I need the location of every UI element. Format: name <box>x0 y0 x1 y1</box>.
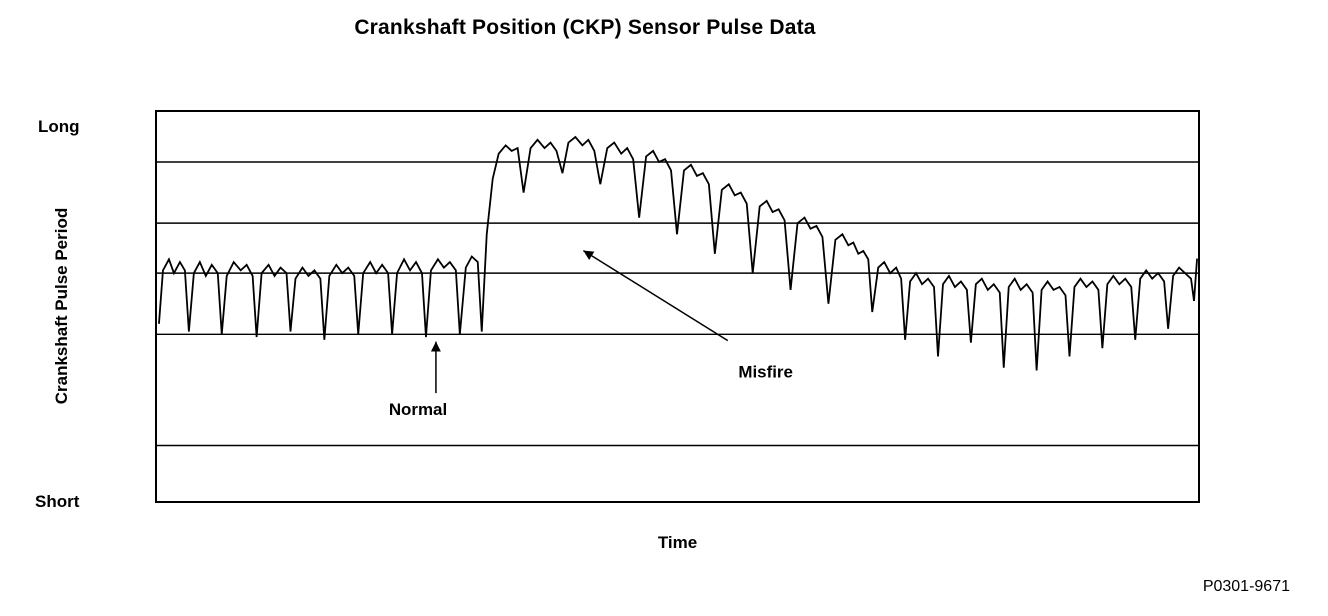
y-axis-top-label: Long <box>38 117 80 136</box>
y-axis-title: Crankshaft Pulse Period <box>52 207 71 405</box>
waveform-trace <box>158 135 1198 371</box>
annotation-label-normal: Normal <box>389 400 447 419</box>
annotation-label-misfire: Misfire <box>738 362 793 381</box>
y-axis-bottom-label: Short <box>35 492 80 511</box>
chart-plot-area: Normal Misfire <box>155 110 1200 503</box>
x-axis-title: Time <box>657 533 698 552</box>
annotation-arrow-misfire <box>582 249 729 342</box>
figure-reference-code: P0301-9671 <box>1202 578 1290 595</box>
chart-title: Crankshaft Position (CKP) Sensor Pulse D… <box>354 16 816 39</box>
chart-canvas: Normal Misfire <box>157 135 1198 447</box>
